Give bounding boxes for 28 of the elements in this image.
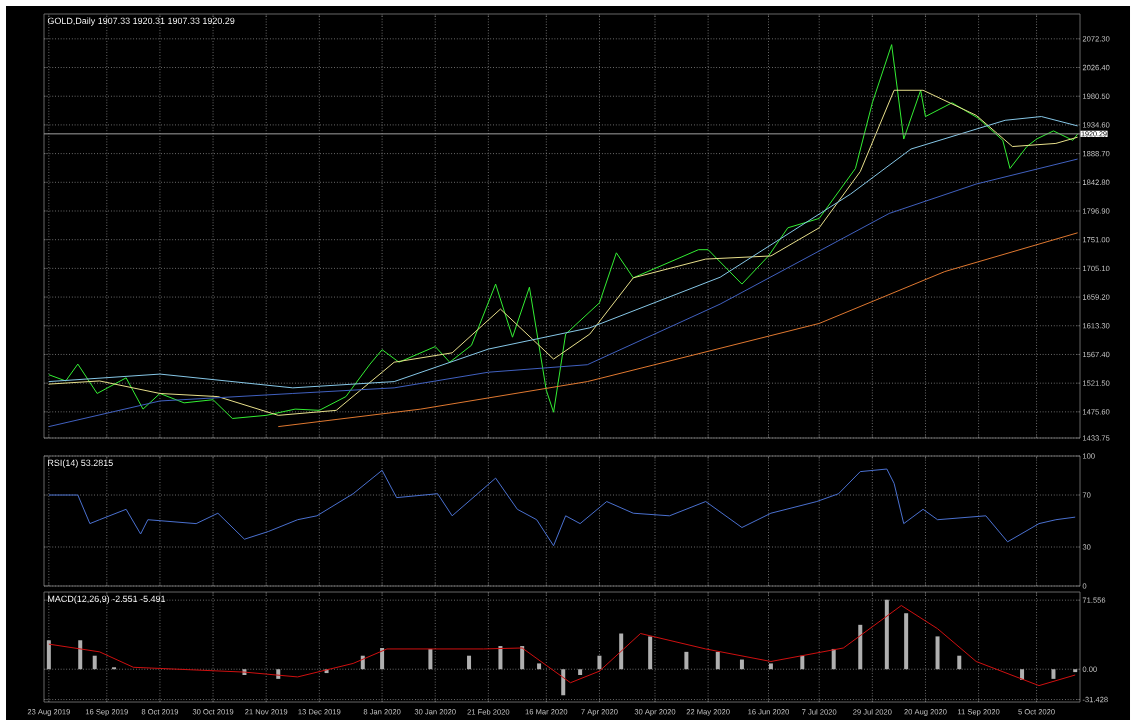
bar: [619, 633, 624, 670]
bar: [684, 651, 689, 670]
bar: [715, 651, 720, 670]
line-series: [48, 158, 1079, 428]
bar: [739, 659, 744, 670]
bar: [904, 613, 909, 670]
bar: [578, 669, 583, 675]
bar: [800, 655, 805, 670]
bar: [520, 646, 525, 670]
bar: [428, 648, 433, 670]
line-series: [48, 116, 1079, 389]
bar: [380, 647, 385, 670]
bar: [597, 655, 602, 670]
line-series: [277, 232, 1079, 428]
bar: [935, 636, 940, 670]
bar: [648, 636, 653, 670]
bar: [498, 646, 503, 670]
bar: [957, 655, 962, 670]
line-series: [48, 468, 1076, 547]
bar: [831, 648, 836, 670]
bar: [467, 655, 472, 670]
bar: [858, 624, 863, 670]
bar: [537, 663, 542, 670]
line-series: [48, 605, 1076, 687]
bar: [78, 640, 83, 670]
bar: [768, 663, 773, 670]
bar: [1051, 669, 1056, 679]
bar: [92, 655, 97, 670]
